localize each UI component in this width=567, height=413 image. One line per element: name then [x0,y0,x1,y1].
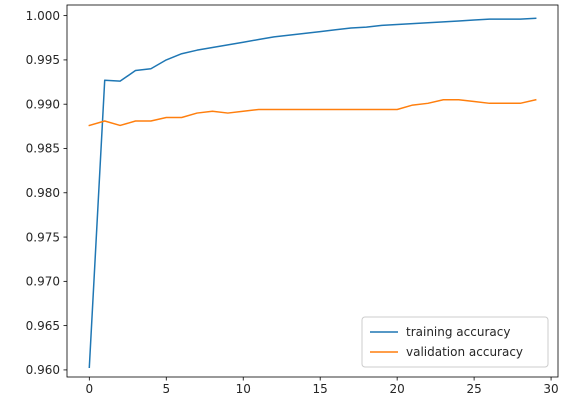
y-tick-label: 0.985 [26,142,60,156]
x-tick-label: 15 [313,382,328,396]
series-layer [88,17,537,369]
x-tick-label: 30 [543,382,558,396]
x-tick-label: 10 [236,382,251,396]
y-tick-label: 1.000 [26,9,60,23]
series-line-validation-accuracy [88,98,537,127]
y-axis: 0.960 0.965 0.970 0.975 0.980 0.985 0.990 0.995… [26,9,67,377]
legend-box [361,316,549,368]
x-tick-label: 5 [162,382,170,396]
y-tick-label: 0.995 [26,53,60,67]
legend: training accuracy validation accuracy [361,316,549,368]
x-tick-label: 25 [466,382,481,396]
y-tick-label: 0.980 [26,186,60,200]
series-line-training-accuracy [88,17,537,369]
y-tick-label: 0.990 [26,97,60,111]
y-tick-label: 0.960 [26,363,60,377]
y-tick-label: 0.975 [26,230,60,244]
x-tick-label: 20 [390,382,405,396]
legend-label: training accuracy [406,325,510,339]
plot-frame [66,4,559,378]
legend-label: validation accuracy [406,345,523,359]
x-axis: 0 5 10 15 20 25 30 [85,377,559,396]
y-tick-label: 0.970 [26,275,60,289]
y-tick-label: 0.965 [26,319,60,333]
x-tick-label: 0 [85,382,93,396]
